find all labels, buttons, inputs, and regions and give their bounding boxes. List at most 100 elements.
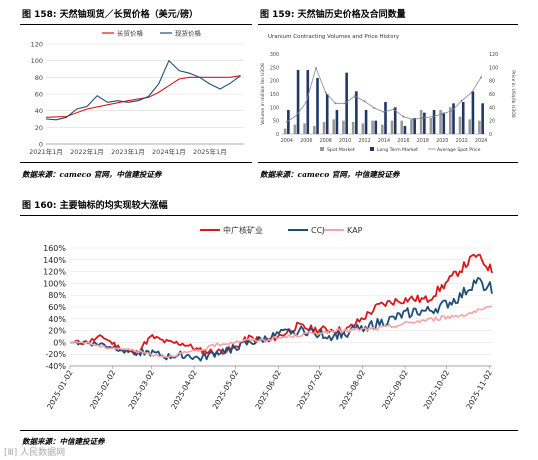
spot-market-bar <box>410 119 413 134</box>
fig159-bottom-rule <box>258 162 518 163</box>
long-term-market-bar <box>316 78 319 134</box>
spot-market-bar <box>351 122 355 134</box>
average-spot-price-point <box>285 121 288 123</box>
x-tick-label: 2025-01-02 <box>45 368 75 410</box>
spot-market-bar <box>381 124 384 134</box>
y-tick-label: 80% <box>48 291 66 300</box>
spot-market-bar <box>419 110 423 134</box>
y-tick-label: 150 <box>270 92 279 98</box>
spot-market-bar <box>468 119 472 134</box>
average-spot-price-line <box>286 66 482 123</box>
average-spot-price-point <box>460 99 463 102</box>
fig159-source: 数据来源：cameco 官网，中信建投证券 <box>260 170 400 179</box>
x-tick-label: 2016 <box>397 138 409 144</box>
legend-label: CCJ <box>311 226 325 235</box>
x-tick-label: 2020 <box>436 138 448 144</box>
fig158-title: 图 158: 天然铀现货／长贸价格（美元/磅） <box>22 10 198 20</box>
x-tick-label: 2024 <box>475 138 487 144</box>
y-tick-label: 20 <box>35 124 43 132</box>
long-term-market-bar <box>374 120 378 134</box>
y-tick-label: -20% <box>45 350 66 359</box>
legend-swatch <box>320 147 324 151</box>
y-tick-label: 20% <box>48 327 66 336</box>
long-term-market-bar <box>452 103 455 134</box>
chart-title: Uranium Contracting Volumes and Price Hi… <box>268 34 400 40</box>
legend-label: 长贸价格 <box>117 29 144 38</box>
average-spot-price-point <box>431 115 434 118</box>
x-tick-label: 2010 <box>339 138 351 144</box>
long-term-market-bar <box>481 103 484 134</box>
long-term-market-bar <box>355 91 358 134</box>
long-term-market-bar <box>296 70 300 134</box>
x-tick-label: 2008 <box>320 138 332 144</box>
y-tick-label: 60 <box>35 91 43 99</box>
watermark: [Ⅲ] 人民数据网 <box>4 448 66 458</box>
x-tick-label: 2023年1月 <box>111 147 145 156</box>
long-term-market-bar <box>335 110 339 134</box>
long-term-price-line <box>45 75 241 118</box>
spot-market-bar <box>303 123 306 134</box>
spot-market-bar <box>390 120 394 134</box>
long-term-market-bar <box>384 102 387 134</box>
average-spot-price-point <box>363 100 366 103</box>
legend-label: 中广核矿业 <box>223 225 263 235</box>
y2-tick-label: 80 <box>489 79 495 85</box>
average-spot-price-point <box>373 107 376 109</box>
y-tick-label: 80 <box>35 74 43 82</box>
x-tick-label: 2004 <box>281 138 293 144</box>
y-tick-label: 40 <box>35 107 43 115</box>
y-tick-label: 0 <box>39 141 43 149</box>
y2-tick-label: 120 <box>489 52 498 58</box>
x-tick-label: 2024年1月 <box>152 147 186 156</box>
long-term-market-bar <box>403 126 407 134</box>
y-tick-label: -40% <box>45 362 66 371</box>
x-tick-label: 2025-09-02 <box>380 368 410 410</box>
y-tick-label: 300 <box>270 52 279 58</box>
spot-market-bar <box>293 124 297 134</box>
y-tick-label: 100 <box>31 57 43 65</box>
y-tick-label: 0 <box>276 132 279 138</box>
spot-market-bar <box>400 120 404 134</box>
fig159-title: 图 159: 天然铀历史价格及合同数量 <box>260 10 406 20</box>
y2-tick-label: 0 <box>489 132 492 138</box>
spot-market-bar <box>313 126 316 134</box>
y-tick-label: 160% <box>43 244 66 253</box>
spot-market-bar <box>322 122 326 134</box>
fig158-bottom-rule <box>20 162 252 163</box>
y-tick-label: 120 <box>31 41 43 49</box>
x-tick-label: 2025-02-02 <box>88 368 118 410</box>
y-tick-label: 0% <box>53 338 66 347</box>
kap-line <box>70 305 493 359</box>
average-spot-price-point <box>470 91 473 94</box>
average-spot-price-point <box>295 114 298 117</box>
x-tick-label: 2025-03-02 <box>127 368 157 410</box>
fig159-chart: Uranium Contracting Volumes and Price Hi… <box>260 34 516 153</box>
long-term-market-bar <box>345 72 348 134</box>
legend-label: KAP <box>347 226 363 235</box>
fig160-title: 图 160: 主要铀标的均实现较大涨幅 <box>22 201 168 211</box>
x-tick-label: 2022年1月 <box>70 147 104 156</box>
average-spot-price-point <box>421 117 424 119</box>
long-term-market-bar <box>423 112 426 134</box>
y2-tick-label: 20 <box>489 119 495 125</box>
average-spot-price-point <box>315 67 317 69</box>
fig160-source: 数据来源：中信建投证券 <box>22 437 105 446</box>
y-tick-label: 100 <box>270 105 279 111</box>
y-tick-label: 100% <box>43 279 66 288</box>
legend-label: 现货价格 <box>175 29 202 38</box>
spot-market-bar <box>429 118 433 134</box>
x-tick-label: 2021年1月 <box>29 147 63 156</box>
average-spot-price-point <box>344 102 347 105</box>
fig158-chart: 0 20 40 60 80 100 120 2021年1月 2022年1月 2023年1月 2024… <box>29 29 244 156</box>
y2-tick-label: 60 <box>489 92 495 98</box>
x-tick-label: 2025-07-02 <box>295 368 325 410</box>
x-tick-label: 2025-04-02 <box>169 368 199 410</box>
y-tick-label: 120% <box>43 268 66 277</box>
y-tick-label: 250 <box>270 65 279 71</box>
long-term-market-bar <box>471 91 475 134</box>
spot-market-bar <box>458 116 462 134</box>
long-term-market-bar <box>325 94 329 134</box>
average-spot-price-point <box>305 101 308 103</box>
cgn-mining-line <box>70 253 493 356</box>
x-tick-label: 2022 <box>456 138 468 144</box>
